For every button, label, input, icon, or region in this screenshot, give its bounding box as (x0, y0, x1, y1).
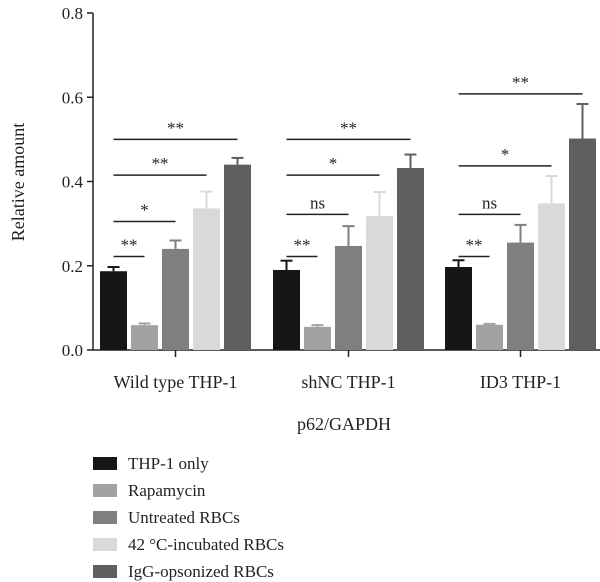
bar (273, 269, 300, 350)
legend-label: Untreated RBCs (128, 508, 240, 527)
bar (445, 267, 472, 350)
y-tick-label: 0.2 (62, 257, 83, 276)
y-axis-title: Relative amount (8, 123, 28, 241)
significance-label: * (329, 154, 338, 173)
significance-label: ** (152, 154, 169, 173)
legend-label: IgG-opsonized RBCs (128, 562, 274, 581)
significance-label: * (501, 145, 510, 164)
bar (366, 216, 393, 350)
bar (162, 248, 189, 350)
bar (335, 245, 362, 350)
significance-layer: *********ns*****ns*** (113, 73, 583, 258)
x-axis: Wild type THP-1 shNC THP-1 ID3 THP-1 (93, 349, 600, 392)
significance-label: ns (482, 193, 497, 212)
significance-label: ** (340, 118, 357, 137)
bar (193, 208, 220, 350)
legend-swatch (93, 538, 117, 551)
bar (100, 271, 127, 350)
bar (476, 324, 503, 350)
x-axis-title: p62/GAPDH (297, 414, 391, 434)
legend-label: THP-1 only (128, 454, 209, 473)
significance-label: ** (294, 235, 311, 254)
legend-swatch (93, 565, 117, 578)
bar (131, 325, 158, 350)
significance-label: * (140, 201, 149, 220)
y-tick-label: 0.6 (62, 88, 83, 107)
significance-label: ** (466, 235, 483, 254)
bar (304, 326, 331, 350)
legend-swatch (93, 484, 117, 497)
bar (538, 203, 565, 350)
legend-swatch (93, 457, 117, 470)
bar (224, 164, 251, 350)
significance-label: ** (121, 235, 138, 254)
legend: THP-1 only Rapamycin Untreated RBCs 42 °C-i… (93, 454, 284, 581)
y-tick-label: 0.8 (62, 4, 83, 23)
bar (507, 242, 534, 350)
y-axis: 0.0 0.2 0.4 0.6 0.8 (62, 4, 94, 360)
bar (397, 168, 424, 350)
x-category-label: Wild type THP-1 (114, 372, 238, 392)
bars-layer (100, 102, 596, 350)
x-category-label: ID3 THP-1 (480, 372, 561, 392)
y-tick-label: 0.4 (62, 173, 84, 192)
legend-swatch (93, 511, 117, 524)
bar (569, 138, 596, 350)
significance-label: ** (167, 118, 184, 137)
significance-label: ns (310, 193, 325, 212)
y-tick-label: 0.0 (62, 341, 83, 360)
significance-label: ** (512, 73, 529, 92)
legend-label: 42 °C-incubated RBCs (128, 535, 284, 554)
legend-label: Rapamycin (128, 481, 206, 500)
x-category-label: shNC THP-1 (301, 372, 395, 392)
